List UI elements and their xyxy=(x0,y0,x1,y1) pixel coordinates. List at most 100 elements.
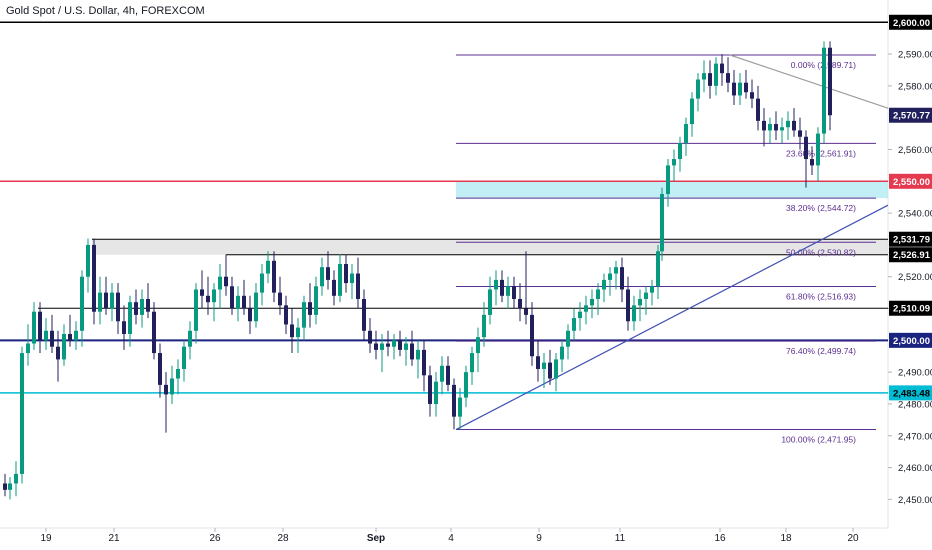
candle-body-122 xyxy=(732,82,736,96)
candle-body-94 xyxy=(566,330,570,347)
candle-body-105 xyxy=(632,305,636,322)
candle-body-87 xyxy=(524,308,528,315)
candle-body-8 xyxy=(50,330,54,347)
candle-body-39 xyxy=(236,295,240,309)
candle-body-83 xyxy=(500,279,504,296)
price-labels: 2,600.00 2,570.77 2,550.00 2,531.79 2,526.91… xyxy=(889,14,932,401)
candle-body-27 xyxy=(164,384,168,395)
candle-body-70 xyxy=(422,349,426,376)
candle-body-88 xyxy=(530,314,534,357)
y-tick-label-8: 2,560.00 xyxy=(898,145,932,156)
candle-body-46 xyxy=(278,292,282,306)
grid xyxy=(0,0,889,529)
price-label-4: 2,526.91 xyxy=(893,250,931,261)
candle-body-111 xyxy=(666,165,670,195)
candle-body-98 xyxy=(590,298,594,306)
candle-body-54 xyxy=(326,267,330,280)
candle-body-123 xyxy=(738,82,742,96)
candle-body-132 xyxy=(792,120,796,131)
candle-body-108 xyxy=(650,286,654,293)
candle-body-101 xyxy=(608,273,612,280)
candle-body-131 xyxy=(786,120,790,128)
candle-body-120 xyxy=(720,63,724,74)
x-tick-label-7: 11 xyxy=(615,533,626,544)
candle-body-79 xyxy=(476,337,480,354)
candle-body-13 xyxy=(80,276,84,331)
candle-body-53 xyxy=(320,267,324,287)
candle-body-76 xyxy=(458,397,462,417)
candle-body-129 xyxy=(774,124,778,131)
candle-body-72 xyxy=(434,381,438,404)
price-label-bg-3 xyxy=(889,231,932,247)
price-label-bg-4 xyxy=(889,247,932,263)
candle-body-58 xyxy=(350,273,354,284)
candle-body-29 xyxy=(176,368,180,379)
candle-body-99 xyxy=(596,289,600,299)
y-tick-label-3: 2,480.00 xyxy=(898,399,932,410)
horizontal-lines xyxy=(0,21,888,394)
candle-body-85 xyxy=(512,286,516,299)
candle-body-30 xyxy=(182,346,186,369)
candle-body-103 xyxy=(620,267,624,290)
candles xyxy=(3,41,832,500)
zones xyxy=(92,181,888,255)
fib-label-4: 61.80% (2,516.93) xyxy=(786,291,856,301)
candle-body-63 xyxy=(380,343,384,350)
candle-body-2 xyxy=(14,473,18,484)
candle-body-32 xyxy=(194,289,198,331)
chart-title: Gold Spot / U.S. Dollar, 4h, FOREXCOM xyxy=(6,5,205,17)
candle-body-21 xyxy=(128,302,132,334)
x-tick-label-4: Sep xyxy=(367,533,385,544)
candle-body-114 xyxy=(684,124,688,144)
candle-body-42 xyxy=(254,292,258,322)
candle-body-125 xyxy=(750,92,754,99)
price-label-bg-6 xyxy=(889,332,932,348)
y-tick-label-10: 2,590.00 xyxy=(898,50,932,61)
candle-body-45 xyxy=(272,260,276,293)
fib-label-6: 100.00% (2,471.95) xyxy=(781,435,856,445)
candle-body-15 xyxy=(92,244,96,312)
candle-body-1 xyxy=(8,483,12,490)
candle-body-96 xyxy=(578,311,582,319)
candle-body-134 xyxy=(804,136,808,160)
candle-body-91 xyxy=(548,362,552,379)
candle-body-26 xyxy=(158,353,162,385)
candle-body-126 xyxy=(756,98,760,121)
candle-body-113 xyxy=(678,143,682,160)
candle-body-4 xyxy=(26,343,30,354)
candle-body-102 xyxy=(614,267,618,274)
candle-body-17 xyxy=(104,292,108,309)
candle-body-52 xyxy=(314,286,318,315)
candle-body-19 xyxy=(116,292,120,322)
y-tick-label-2: 2,470.00 xyxy=(898,431,932,442)
candle-body-89 xyxy=(536,356,540,369)
candle-body-50 xyxy=(302,302,306,328)
candle-body-100 xyxy=(602,279,606,290)
candle-body-74 xyxy=(446,365,450,385)
candle-body-5 xyxy=(32,311,36,344)
time-axis[interactable]: 19 21 26 28 Sep 4 9 11 16 18 20 xyxy=(40,528,859,544)
candle-body-128 xyxy=(768,124,772,131)
price-label-bg-0 xyxy=(889,14,932,30)
candle-body-7 xyxy=(44,330,48,341)
candle-body-97 xyxy=(584,305,588,312)
x-tick-label-5: 4 xyxy=(448,533,454,544)
candle-body-0 xyxy=(3,483,7,490)
candle-body-127 xyxy=(762,120,766,131)
candle-body-49 xyxy=(296,327,300,338)
candle-body-117 xyxy=(702,73,706,80)
candle-body-67 xyxy=(404,343,408,350)
candle-body-75 xyxy=(452,384,456,417)
trendlines[interactable] xyxy=(455,54,889,431)
candle-body-110 xyxy=(660,194,664,252)
candle-body-66 xyxy=(398,340,402,350)
candle-body-22 xyxy=(134,302,138,315)
price-label-bg-7 xyxy=(889,385,932,401)
price-label-bg-5 xyxy=(889,300,932,316)
candle-body-82 xyxy=(494,279,498,290)
x-tick-label-10: 20 xyxy=(847,533,859,544)
fib-label-2: 38.20% (2,544.72) xyxy=(786,203,856,213)
candle-body-34 xyxy=(206,295,210,303)
candle-body-47 xyxy=(284,305,288,325)
